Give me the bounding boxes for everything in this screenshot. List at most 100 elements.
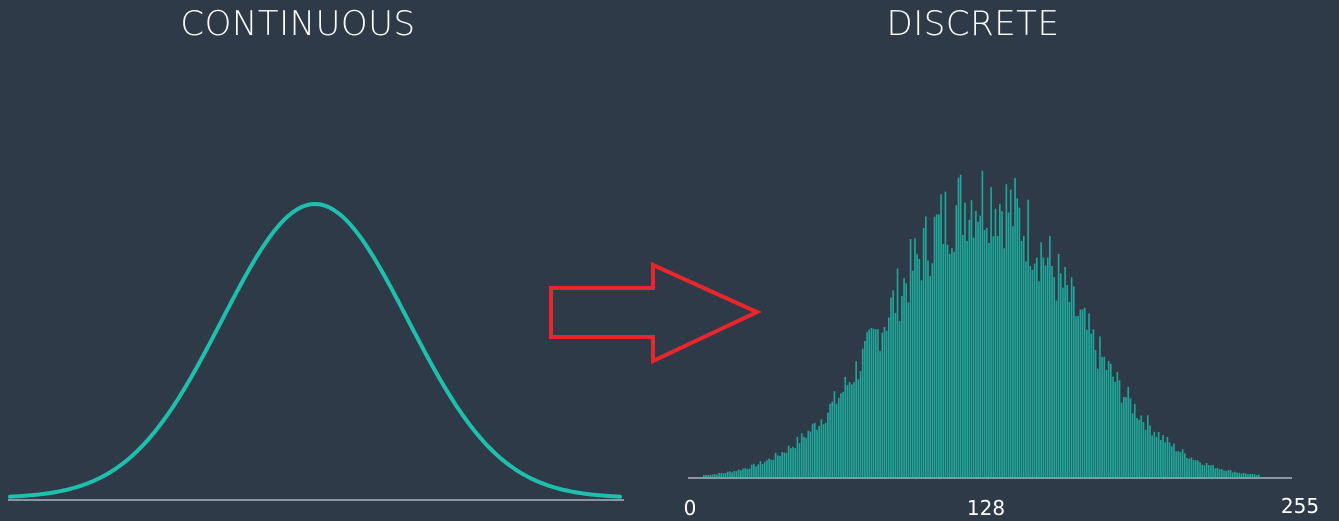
histogram-bar <box>796 436 799 478</box>
histogram-bar <box>1114 381 1116 478</box>
histogram-bar <box>814 423 816 478</box>
histogram-bar <box>1247 474 1249 478</box>
histogram-bar <box>1064 267 1066 478</box>
tick-label-255: 255 <box>1281 494 1319 518</box>
histogram-bar <box>709 474 712 478</box>
histogram-bar <box>835 403 838 478</box>
histogram-bar <box>1123 396 1125 478</box>
histogram-bar <box>1014 177 1016 479</box>
histogram-bar <box>966 241 968 478</box>
histogram-bar <box>1101 356 1103 478</box>
histogram-bar <box>1070 277 1073 478</box>
histogram-bar <box>861 348 864 478</box>
histogram-bar <box>766 460 768 478</box>
histogram-bar <box>1018 207 1021 479</box>
histogram-bar <box>1249 473 1251 478</box>
histogram-bar <box>735 471 738 478</box>
histogram-bar <box>722 473 725 478</box>
histogram-bar <box>1168 442 1171 478</box>
histogram-bar <box>750 464 753 478</box>
histogram-bar <box>968 219 971 478</box>
histogram-bar <box>733 470 736 478</box>
histogram-bar <box>1107 361 1110 478</box>
histogram-bar <box>938 214 940 478</box>
histogram-bar <box>962 234 964 478</box>
continuous-panel <box>8 202 624 501</box>
histogram-bar <box>1120 402 1123 478</box>
histogram-bar <box>792 446 794 478</box>
histogram-bar <box>842 391 844 478</box>
histogram-bar <box>983 230 986 478</box>
histogram-bar <box>1049 236 1051 478</box>
histogram-bar <box>1153 431 1156 478</box>
histogram-bar <box>851 384 853 478</box>
histogram-bar <box>822 424 825 478</box>
histogram-bar <box>1207 465 1210 478</box>
histogram-bar <box>1221 469 1223 478</box>
histogram-bar <box>1216 468 1219 478</box>
histogram-bar <box>768 458 770 478</box>
histogram-bar <box>1081 309 1084 478</box>
histogram-bar <box>979 215 982 478</box>
histogram-bar <box>716 474 718 478</box>
histogram-bar <box>922 227 925 478</box>
histogram-bar <box>1240 473 1243 478</box>
histogram-bar <box>1031 269 1034 478</box>
histogram-bar <box>981 170 984 478</box>
histogram-bar <box>907 302 910 478</box>
histogram-bar <box>1192 460 1195 478</box>
histogram-bar <box>1059 273 1062 478</box>
histogram-bar <box>1003 248 1005 478</box>
histogram-bar <box>757 464 760 478</box>
histogram-bar <box>809 431 812 478</box>
histogram-bar <box>1201 464 1204 478</box>
histogram-bar <box>927 260 929 478</box>
histogram-bar <box>868 329 871 478</box>
histogram-bar <box>888 317 890 478</box>
histogram-bar <box>1133 403 1136 478</box>
histogram-bar <box>940 194 942 479</box>
histogram-bar <box>761 463 764 478</box>
histogram-bar <box>911 270 914 478</box>
histogram-bar <box>885 330 888 478</box>
histogram-bar <box>894 312 897 478</box>
histogram-bar <box>988 242 990 478</box>
histogram-bar <box>972 237 975 478</box>
histogram-bar <box>909 239 912 478</box>
histogram-bar <box>827 412 829 478</box>
histogram-bar <box>1157 432 1160 478</box>
histogram-bar <box>759 461 762 478</box>
histogram-bar <box>807 430 810 478</box>
histogram-bar <box>781 452 783 478</box>
histogram-bars <box>703 170 1260 479</box>
histogram-bar <box>1022 235 1025 478</box>
histogram-bar <box>824 422 827 478</box>
histogram-bar <box>1009 189 1012 478</box>
histogram-bar <box>1096 368 1099 478</box>
histogram-bar <box>942 244 945 478</box>
histogram-bar <box>925 216 927 478</box>
histogram-bar <box>837 397 840 478</box>
histogram-bar <box>964 202 966 478</box>
histogram-bar <box>1229 470 1232 478</box>
histogram-bar <box>1105 370 1108 478</box>
histogram-bar <box>1186 458 1188 478</box>
gaussian-curve <box>8 202 622 499</box>
histogram-bar <box>777 455 779 478</box>
histogram-bar <box>846 385 849 478</box>
histogram-bar <box>975 210 977 478</box>
histogram-bar <box>770 459 773 478</box>
histogram-bar <box>783 452 786 478</box>
histogram-bar <box>853 382 855 478</box>
histogram-bar <box>820 419 823 478</box>
histogram-bar <box>1012 226 1014 478</box>
histogram-bar <box>970 200 973 479</box>
histogram-bar <box>946 244 949 478</box>
histogram-bar <box>805 437 807 478</box>
histogram-bar <box>1068 301 1071 478</box>
histogram-bar <box>1001 211 1003 478</box>
histogram-bar <box>1077 315 1079 478</box>
right-arrow-icon <box>549 261 762 365</box>
histogram-bar <box>1194 460 1197 478</box>
histogram-bar <box>1147 415 1149 478</box>
